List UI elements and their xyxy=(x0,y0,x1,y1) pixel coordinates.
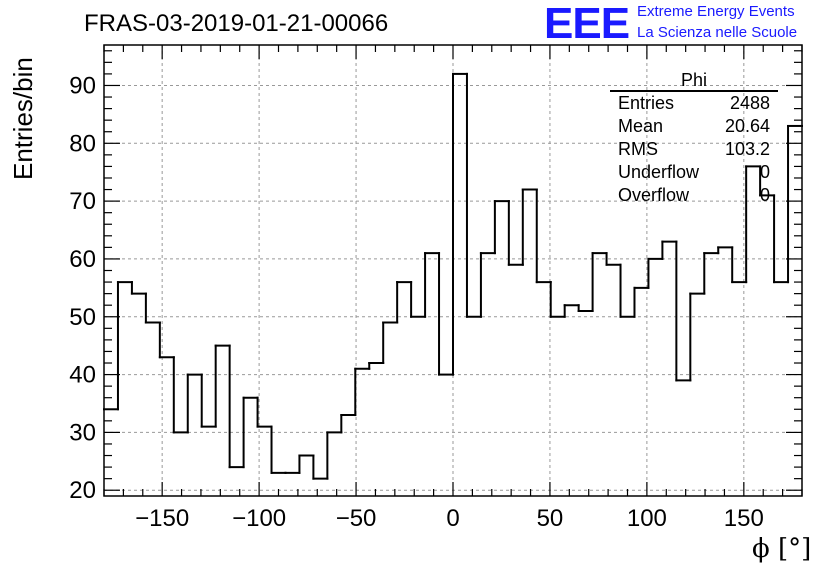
x-tick-label: 50 xyxy=(537,505,564,532)
logo-subtitle-1: Extreme Energy Events xyxy=(637,3,795,20)
y-tick-label: 90 xyxy=(69,72,96,99)
histogram-layer xyxy=(103,72,803,480)
stats-value: 0 xyxy=(759,185,770,205)
chart-title: FRAS-03-2019-01-21-00066 xyxy=(84,10,389,37)
stats-key: Mean xyxy=(618,116,664,136)
stats-value: 2488 xyxy=(729,93,770,113)
stats-key: Underflow xyxy=(618,162,700,182)
stats-row-overflow: Overflow 0 xyxy=(610,184,778,207)
y-axis-label: Entries/bin xyxy=(8,57,38,180)
stats-key: Entries xyxy=(618,93,675,113)
x-tick-label: −150 xyxy=(135,505,189,532)
stats-row-mean: Mean 20.64 xyxy=(610,115,778,138)
y-tick-label: 50 xyxy=(69,304,96,331)
stats-row-rms: RMS 103.2 xyxy=(610,138,778,161)
x-tick-label: −100 xyxy=(232,505,286,532)
stats-key: Overflow xyxy=(618,185,690,205)
x-tick-label: 100 xyxy=(627,505,667,532)
stats-row-entries: Entries 2488 xyxy=(610,92,778,115)
y-tick-label: 80 xyxy=(69,130,96,157)
x-tick-label: 150 xyxy=(724,505,764,532)
eee-logo: EEE xyxy=(544,0,630,48)
x-axis-label: ϕ [°] xyxy=(752,534,812,564)
stats-value: 103.2 xyxy=(724,139,770,159)
y-tick-label: 60 xyxy=(69,246,96,273)
stats-box: Phi Entries 2488 Mean 20.64 RMS 103.2 Un… xyxy=(610,70,778,207)
stats-key: RMS xyxy=(618,139,658,159)
y-tick-label: 40 xyxy=(69,362,96,389)
y-tick-label: 70 xyxy=(69,188,96,215)
logo-subtitle-2: La Scienza nelle Scuole xyxy=(637,24,798,41)
x-tick-label: −50 xyxy=(336,505,377,532)
x-tick-label: 0 xyxy=(446,505,459,532)
y-tick-label: 30 xyxy=(69,419,96,446)
stats-value: 20.64 xyxy=(724,116,770,136)
stats-value: 0 xyxy=(759,162,770,182)
stats-box-title: Phi xyxy=(610,70,778,92)
tick-label-layer: −150 −100 −50 0 50 100 150 20 30 40 50 60 70 80 90 xyxy=(69,72,764,532)
tick-layer xyxy=(103,45,803,496)
stats-row-underflow: Underflow 0 xyxy=(610,161,778,184)
y-tick-label: 20 xyxy=(69,477,96,504)
